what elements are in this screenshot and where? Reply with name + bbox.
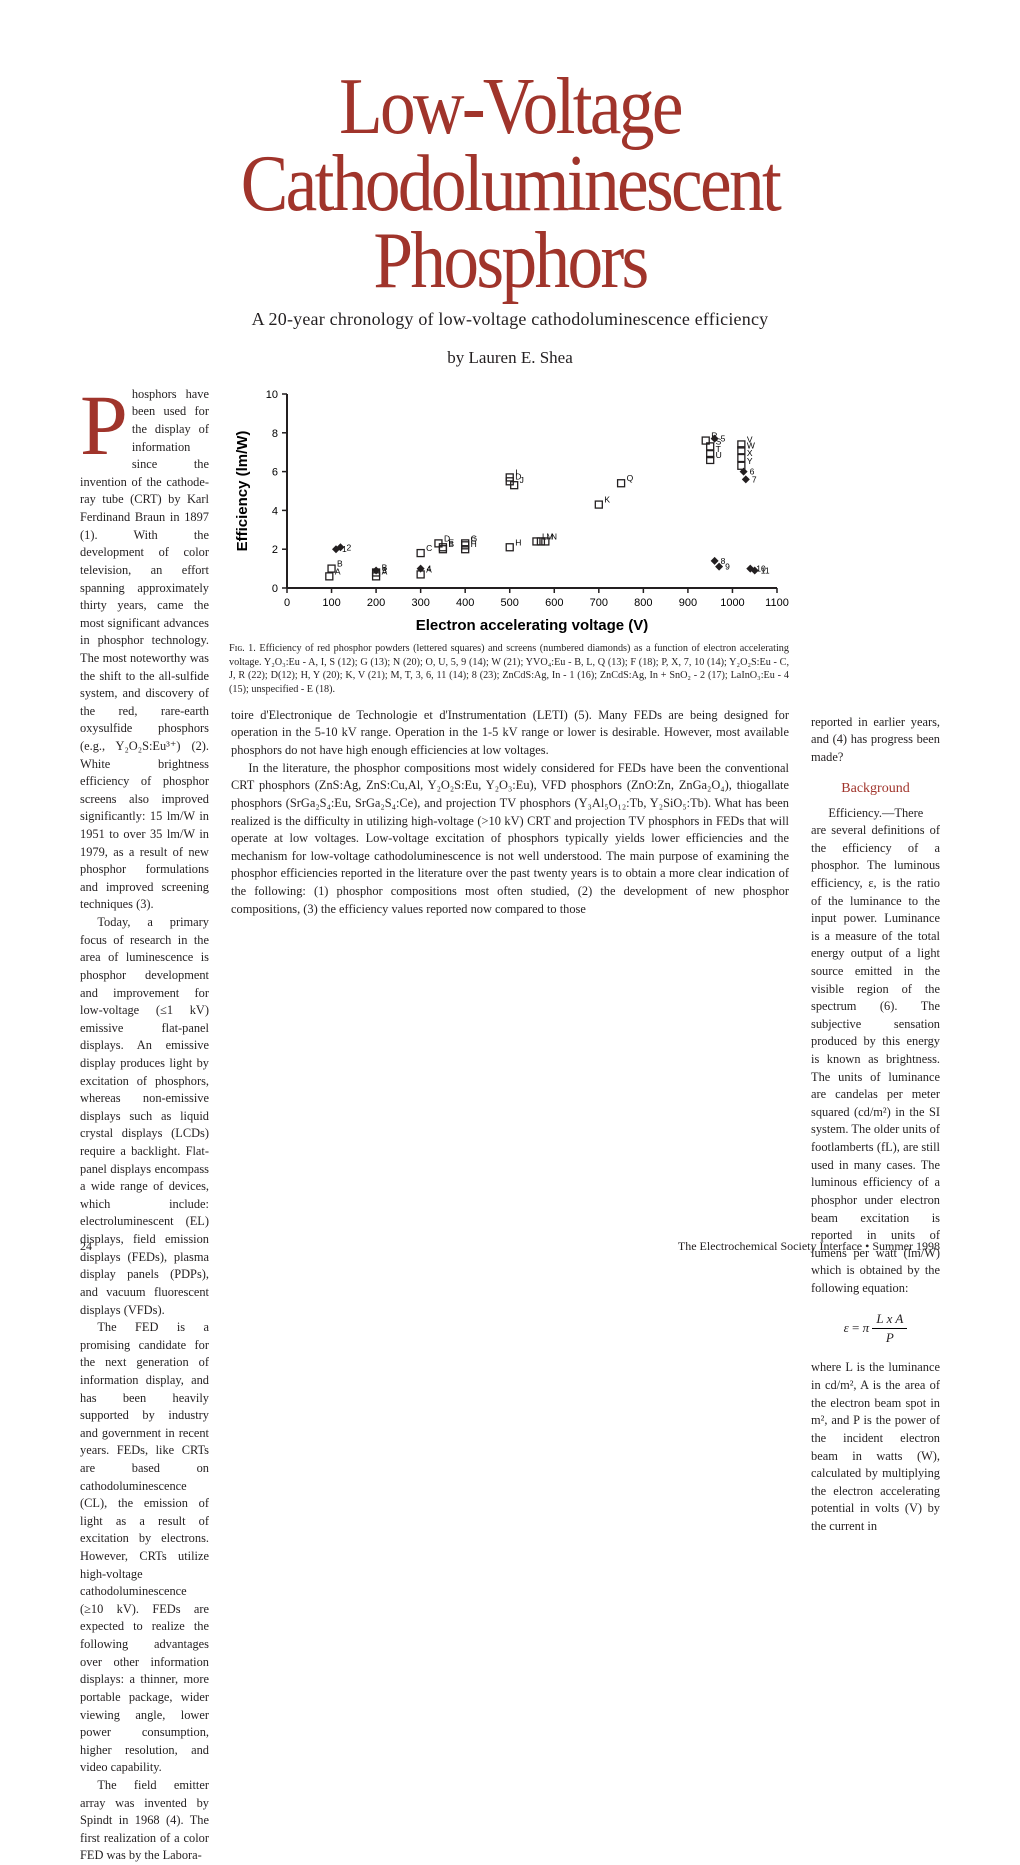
page-footer: 24 The Electrochemical Society Interface… xyxy=(80,1239,940,1254)
intro-paragraph: Phosphors have been used for the display… xyxy=(80,386,209,914)
svg-text:K: K xyxy=(604,494,610,504)
svg-text:2: 2 xyxy=(346,542,351,552)
svg-text:Q: Q xyxy=(627,473,634,483)
svg-text:800: 800 xyxy=(634,597,652,609)
section-head-background: Background xyxy=(811,779,940,799)
svg-text:300: 300 xyxy=(411,597,429,609)
svg-text:B: B xyxy=(337,558,343,568)
svg-text:U: U xyxy=(716,450,722,460)
svg-text:6: 6 xyxy=(272,466,278,478)
paragraph-4: The field emitter array was invented by … xyxy=(80,1777,209,1865)
figure-1-caption: Fɪɢ. 1. Efficiency of red phosphor powde… xyxy=(229,642,789,697)
eq-fraction: L x A P xyxy=(872,1310,907,1348)
svg-text:200: 200 xyxy=(367,597,385,609)
svg-text:Electron accelerating voltage: Electron accelerating voltage (V) xyxy=(416,617,649,634)
svg-text:9: 9 xyxy=(725,561,730,571)
figure-spacer xyxy=(811,386,940,714)
svg-text:E: E xyxy=(448,537,454,547)
body-columns: Phosphors have been used for the display… xyxy=(80,386,940,1865)
svg-text:700: 700 xyxy=(590,597,608,609)
headline-line-1: Low-Voltage xyxy=(132,68,889,145)
equation-efficiency: ε = π L x A P xyxy=(811,1310,940,1348)
svg-text:N: N xyxy=(551,531,557,541)
svg-text:600: 600 xyxy=(545,597,563,609)
col3-paragraph-2: Efficiency.—There are several definition… xyxy=(811,805,940,1298)
svg-text:H: H xyxy=(515,537,521,547)
paragraph-3: The FED is a promising candidate for the… xyxy=(80,1319,209,1777)
column-1: Phosphors have been used for the display… xyxy=(80,386,209,1865)
svg-text:Y: Y xyxy=(747,456,753,466)
svg-text:900: 900 xyxy=(679,597,697,609)
article-headline: Low-Voltage Cathodoluminescent Phosphors xyxy=(132,68,889,299)
svg-text:1000: 1000 xyxy=(720,597,744,609)
svg-text:4: 4 xyxy=(272,505,278,517)
svg-text:400: 400 xyxy=(456,597,474,609)
svg-text:10: 10 xyxy=(266,389,278,401)
svg-text:Efficiency (lm/W): Efficiency (lm/W) xyxy=(234,430,251,551)
eq-denominator: P xyxy=(872,1329,907,1347)
figure-1: 0246810010020030040050060070080090010001… xyxy=(229,386,789,697)
article-byline: by Lauren E. Shea xyxy=(80,348,940,368)
svg-text:7: 7 xyxy=(752,474,757,484)
svg-text:5: 5 xyxy=(721,433,726,443)
svg-text:4: 4 xyxy=(427,563,432,573)
svg-text:500: 500 xyxy=(501,597,519,609)
column-2: 0246810010020030040050060070080090010001… xyxy=(231,386,789,1865)
eq-numerator: L x A xyxy=(872,1310,907,1329)
svg-text:J: J xyxy=(520,475,524,485)
svg-text:3: 3 xyxy=(382,565,387,575)
svg-text:C: C xyxy=(426,543,432,553)
svg-text:0: 0 xyxy=(272,583,278,595)
col3-paragraph-1: reported in earlier years, and (4) has p… xyxy=(811,714,940,767)
col2-paragraph-1: toire d'Electronique de Technologie et d… xyxy=(231,707,789,760)
svg-text:1100: 1100 xyxy=(765,597,789,609)
article-subtitle: A 20-year chronology of low-voltage cath… xyxy=(80,309,940,330)
column-3: reported in earlier years, and (4) has p… xyxy=(811,386,940,1865)
col2-paragraph-2: In the literature, the phosphor composit… xyxy=(231,760,789,918)
svg-text:2: 2 xyxy=(272,544,278,556)
efficiency-chart: 0246810010020030040050060070080090010001… xyxy=(229,386,789,636)
svg-text:100: 100 xyxy=(322,597,340,609)
svg-text:11: 11 xyxy=(761,565,770,575)
paragraph-2: Today, a primary focus of research in th… xyxy=(80,914,209,1319)
eq-equals: = xyxy=(852,1320,859,1335)
col3-paragraph-3: where L is the luminance in cd/m², A is … xyxy=(811,1359,940,1535)
svg-text:I: I xyxy=(515,467,517,477)
page-number: 24 xyxy=(80,1239,92,1254)
journal-footer: The Electrochemical Society Interface • … xyxy=(678,1239,940,1254)
svg-text:8: 8 xyxy=(272,428,278,440)
svg-text:0: 0 xyxy=(284,597,290,609)
eq-prefix: π xyxy=(863,1320,870,1335)
dropcap: P xyxy=(80,386,132,459)
headline-line-2: Cathodoluminescent Phosphors xyxy=(132,145,889,299)
eq-var: ε xyxy=(844,1320,849,1335)
svg-text:H: H xyxy=(471,539,477,549)
